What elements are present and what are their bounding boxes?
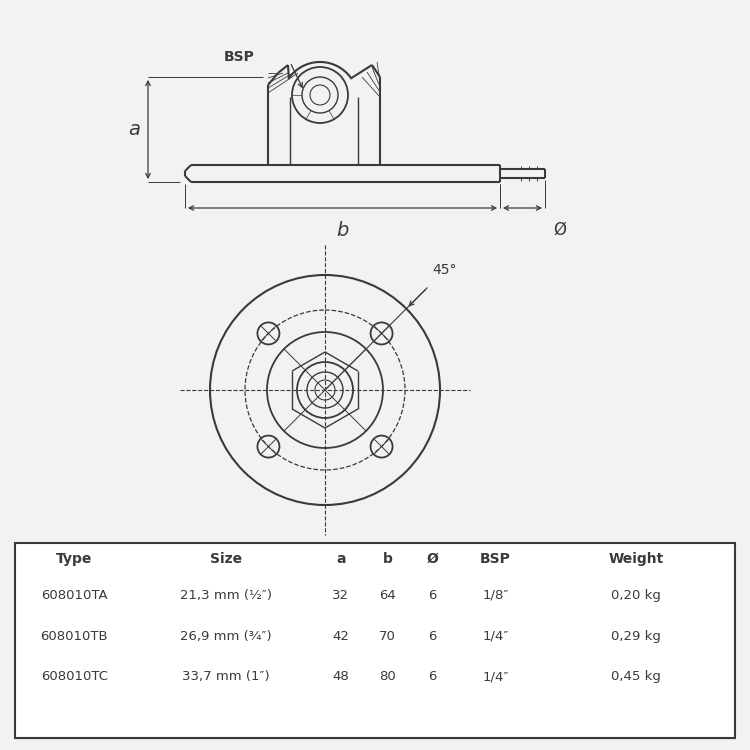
Text: 0,20 kg: 0,20 kg [611, 589, 661, 602]
Text: 0,45 kg: 0,45 kg [611, 670, 661, 683]
Text: BSP: BSP [224, 50, 255, 64]
Text: 1/4″: 1/4″ [482, 630, 508, 643]
Text: 608010TB: 608010TB [40, 630, 108, 643]
Text: b: b [382, 552, 392, 566]
Text: 6: 6 [428, 630, 436, 643]
Text: 608010TA: 608010TA [41, 589, 108, 602]
Text: 1/8″: 1/8″ [482, 589, 508, 602]
Text: 6: 6 [428, 589, 436, 602]
Text: BSP: BSP [480, 552, 511, 566]
Text: 80: 80 [380, 670, 396, 683]
Text: Size: Size [209, 552, 242, 566]
Text: 1/4″: 1/4″ [482, 670, 508, 683]
Text: 48: 48 [332, 670, 350, 683]
Text: Weight: Weight [608, 552, 664, 566]
Text: 608010TC: 608010TC [41, 670, 108, 683]
Text: 42: 42 [332, 630, 350, 643]
Text: Ø: Ø [427, 552, 439, 566]
Text: 64: 64 [380, 589, 396, 602]
Text: Type: Type [56, 552, 92, 566]
Bar [15, 543, 735, 738]
Text: a: a [336, 552, 346, 566]
Text: a: a [128, 120, 140, 139]
Text: Ø: Ø [554, 221, 566, 239]
Text: 70: 70 [380, 630, 396, 643]
Text: 32: 32 [332, 589, 350, 602]
Text: b: b [336, 221, 349, 240]
Text: 21,3 mm (½″): 21,3 mm (½″) [179, 589, 272, 602]
Text: 45°: 45° [433, 263, 457, 278]
Text: 33,7 mm (1″): 33,7 mm (1″) [182, 670, 269, 683]
Text: 0,29 kg: 0,29 kg [611, 630, 661, 643]
Text: 26,9 mm (¾″): 26,9 mm (¾″) [180, 630, 272, 643]
Text: 6: 6 [428, 670, 436, 683]
